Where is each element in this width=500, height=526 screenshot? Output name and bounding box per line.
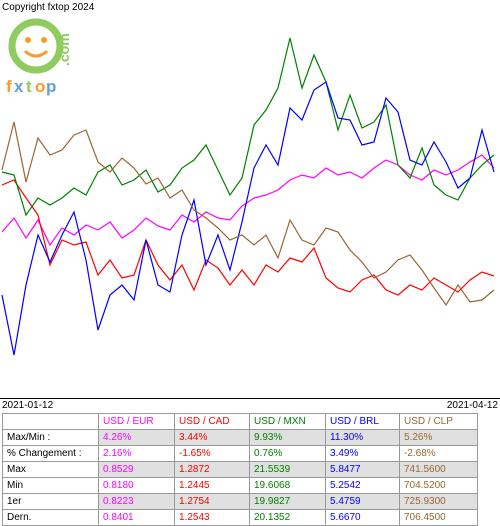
row-label: Min [3, 478, 99, 494]
svg-text:x: x [14, 77, 24, 96]
col-header: USD / CLP [400, 414, 478, 430]
table-cell: 4.26% [99, 430, 175, 446]
svg-text:o: o [35, 77, 45, 96]
table-cell: 0.8529 [99, 462, 175, 478]
table-cell: 1.2872 [175, 462, 250, 478]
table-cell: 725.9300 [400, 494, 478, 510]
table-cell: 0.8401 [99, 510, 175, 526]
table-cell: -2.68% [400, 446, 478, 462]
table-cell: 741.5600 [400, 462, 478, 478]
col-header: USD / EUR [99, 414, 175, 430]
table-cell: 21.5539 [250, 462, 326, 478]
copyright-text: Copyright fxtop 2024 [2, 2, 94, 13]
svg-text:t: t [26, 77, 32, 96]
date-start: 2021-01-12 [2, 400, 53, 411]
table-cell: 2.16% [99, 446, 175, 462]
table-cell: 19.6068 [250, 478, 326, 494]
table-cell: 704.5200 [400, 478, 478, 494]
date-end: 2021-04-12 [447, 400, 498, 411]
currency-stats-table: USD / EURUSD / CADUSD / MXNUSD / BRLUSD … [2, 413, 478, 526]
svg-text:.com: .com [56, 33, 72, 66]
col-header: USD / BRL [326, 414, 400, 430]
table-cell: 1.2754 [175, 494, 250, 510]
table-cell: 0.8223 [99, 494, 175, 510]
svg-text:f: f [6, 77, 12, 96]
col-header: USD / MXN [250, 414, 326, 430]
table-cell: 5.6670 [326, 510, 400, 526]
table-cell: 0.8180 [99, 478, 175, 494]
date-axis: 2021-01-12 2021-04-12 [0, 398, 500, 412]
table-cell: 0.76% [250, 446, 326, 462]
table-cell: 20.1352 [250, 510, 326, 526]
table-cell: 5.4759 [326, 494, 400, 510]
table-cell: -1.65% [175, 446, 250, 462]
table-cell: 5.8477 [326, 462, 400, 478]
table-cell: 3.44% [175, 430, 250, 446]
table-cell: 706.4500 [400, 510, 478, 526]
svg-text:p: p [46, 77, 56, 96]
series-usd-eur [2, 155, 494, 245]
table-cell: 1.2543 [175, 510, 250, 526]
fxtop-logo: f x t o p .com [4, 14, 104, 104]
row-label: 1er [3, 494, 99, 510]
row-label: % Changement : [3, 446, 99, 462]
table-cell: 3.49% [326, 446, 400, 462]
row-label: Max [3, 462, 99, 478]
table-corner [3, 414, 99, 430]
col-header: USD / CAD [175, 414, 250, 430]
series-usd-brl [2, 82, 494, 355]
table-cell: 1.2445 [175, 478, 250, 494]
table-cell: 5.26% [400, 430, 478, 446]
table-cell: 19.9827 [250, 494, 326, 510]
row-label: Dern. [3, 510, 99, 526]
row-label: Max/Min : [3, 430, 99, 446]
table-cell: 11.30% [326, 430, 400, 446]
table-cell: 9.93% [250, 430, 326, 446]
table-cell: 5.2542 [326, 478, 400, 494]
